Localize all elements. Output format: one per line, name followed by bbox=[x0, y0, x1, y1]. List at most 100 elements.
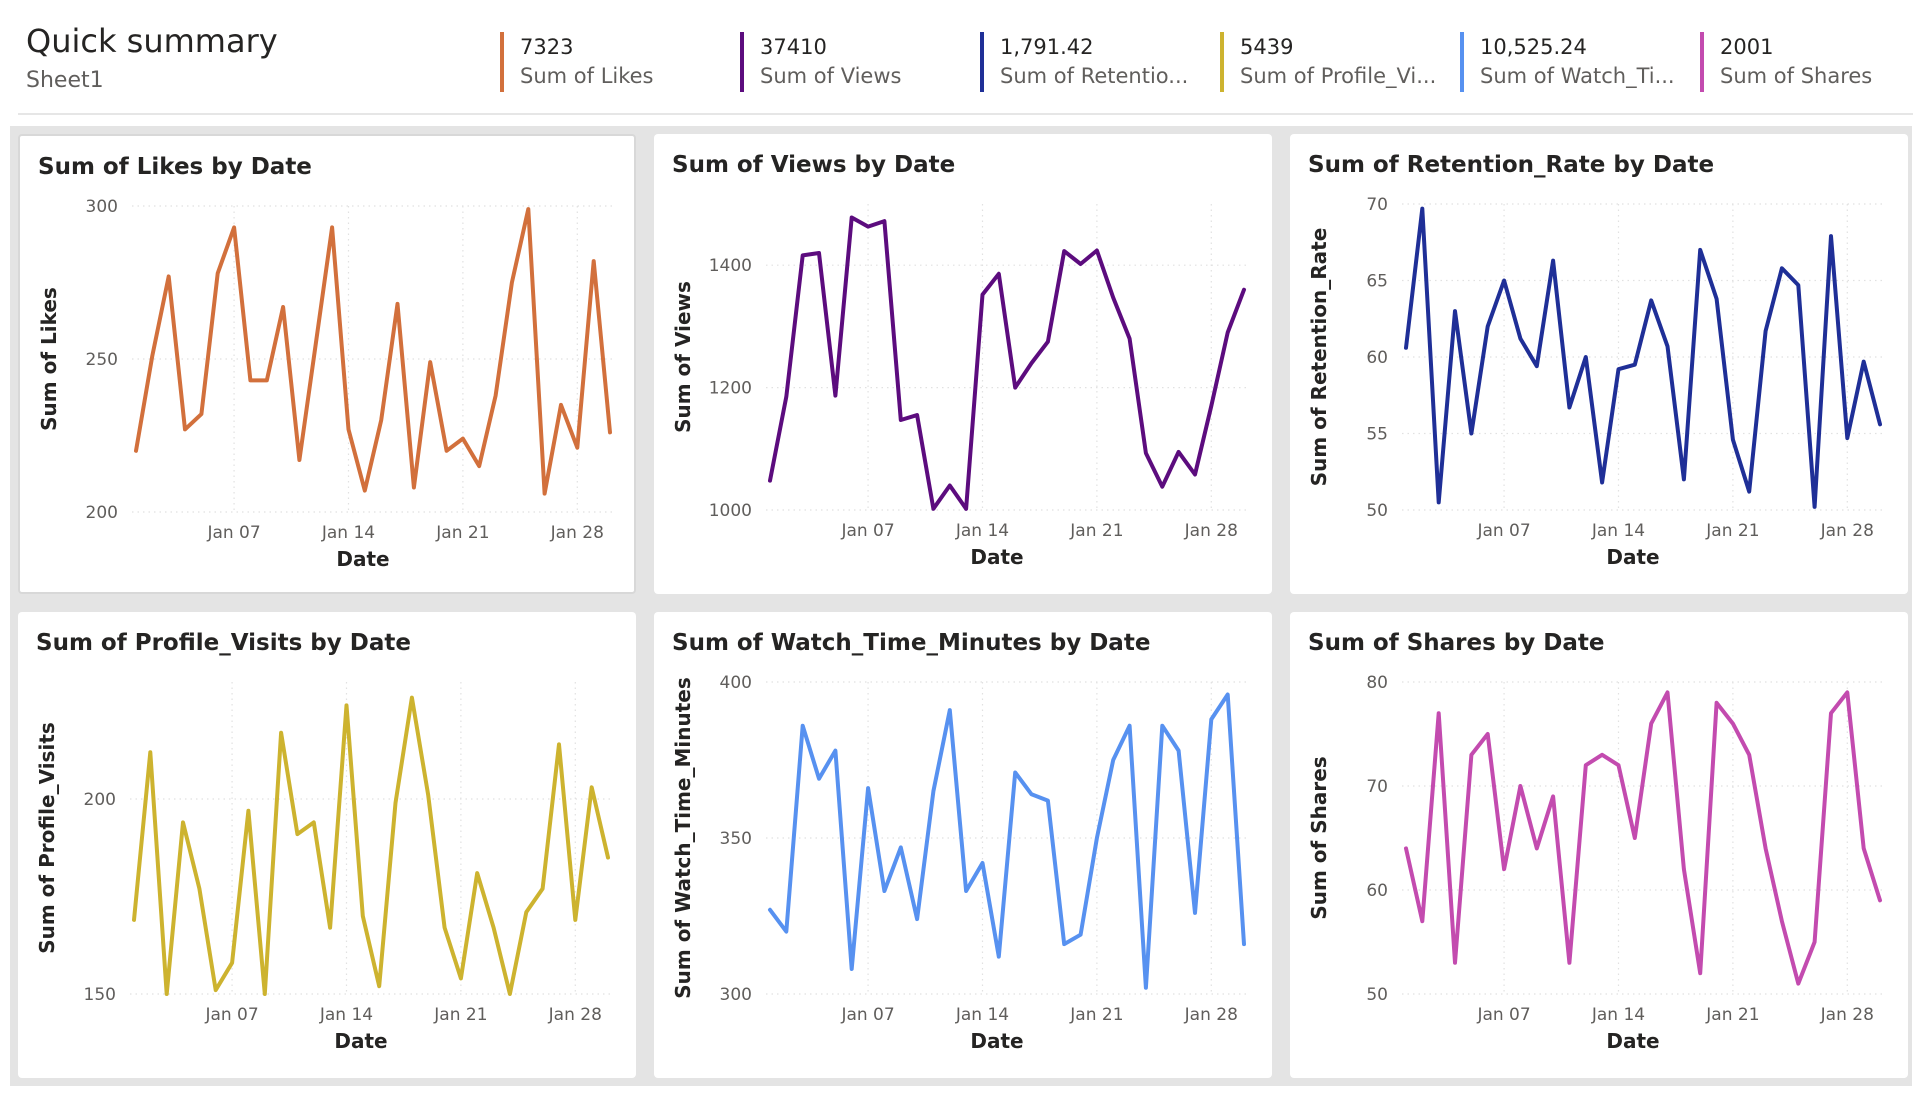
y-tick-label: 50 bbox=[1366, 501, 1388, 521]
kpi-value: 2001 bbox=[1720, 35, 1774, 59]
y-axis-title: Sum of Profile_Visits bbox=[35, 722, 59, 954]
y-tick-label: 250 bbox=[86, 350, 118, 370]
kpi-color-bar bbox=[500, 32, 504, 92]
y-tick-label: 1200 bbox=[709, 379, 752, 399]
chart-tile-views[interactable]: Sum of Views by Date 1000 1200 1400 Jan 07 J… bbox=[654, 134, 1272, 594]
kpi-card-retention[interactable]: 1,791.42 Sum of Retentio... bbox=[980, 32, 1188, 92]
chart-tile-watch-time[interactable]: Sum of Watch_Time_Minutes by Date 300 350… bbox=[654, 612, 1272, 1078]
y-axis-title: Sum of Views bbox=[671, 281, 695, 433]
x-tick-label: Jan 21 bbox=[1069, 1005, 1123, 1025]
kpi-label: Sum of Watch_Ti... bbox=[1480, 64, 1675, 88]
y-tick-label: 200 bbox=[84, 790, 116, 810]
chart-title: Sum of Watch_Time_Minutes by Date bbox=[672, 630, 1151, 656]
series-line bbox=[768, 215, 1246, 511]
x-tick-label: Jan 14 bbox=[955, 521, 1009, 541]
y-tick-label: 1000 bbox=[709, 501, 752, 521]
x-axis-title: Date bbox=[1606, 1029, 1659, 1053]
x-axis-title: Date bbox=[970, 545, 1023, 569]
x-tick-label: Jan 28 bbox=[1820, 521, 1874, 541]
x-axis-title: Date bbox=[1606, 545, 1659, 569]
y-tick-label: 60 bbox=[1366, 881, 1388, 901]
series-line bbox=[1404, 206, 1882, 509]
x-tick-label: Jan 21 bbox=[433, 1005, 487, 1025]
y-tick-label: 70 bbox=[1366, 777, 1388, 797]
series-line bbox=[1404, 690, 1882, 986]
header-divider bbox=[18, 113, 1913, 115]
y-axis-title: Sum of Shares bbox=[1307, 756, 1331, 919]
x-axis-title: Date bbox=[334, 1029, 387, 1053]
x-tick-label: Jan 07 bbox=[840, 521, 894, 541]
kpi-value: 10,525.24 bbox=[1480, 35, 1587, 59]
kpi-value: 37410 bbox=[760, 35, 827, 59]
kpi-card-views[interactable]: 37410 Sum of Views bbox=[740, 32, 901, 92]
x-tick-label: Jan 28 bbox=[550, 523, 604, 543]
y-tick-label: 350 bbox=[720, 829, 752, 849]
y-tick-label: 200 bbox=[86, 503, 118, 523]
y-axis-title: Sum of Watch_Time_Minutes bbox=[671, 677, 695, 999]
chart-title: Sum of Profile_Visits by Date bbox=[36, 630, 411, 656]
likes-line-chart[interactable]: 200 250 300 Jan 07 Jan 14 Jan 21 Jan 28 Date Sum… bbox=[20, 136, 638, 596]
kpi-value: 7323 bbox=[520, 35, 574, 59]
series-line bbox=[134, 207, 612, 496]
kpi-label: Sum of Profile_Vi... bbox=[1240, 64, 1437, 88]
kpi-label: Sum of Views bbox=[760, 64, 902, 88]
profile-visits-line-chart[interactable]: 150 200 Jan 07 Jan 14 Jan 21 Jan 28 Date Sum of… bbox=[18, 612, 636, 1078]
kpi-card-likes[interactable]: 7323 Sum of Likes bbox=[500, 32, 654, 92]
x-tick-label: Jan 21 bbox=[1069, 521, 1123, 541]
y-tick-label: 80 bbox=[1366, 673, 1388, 693]
y-tick-label: 65 bbox=[1366, 272, 1388, 292]
kpi-value: 1,791.42 bbox=[1000, 35, 1094, 59]
kpi-color-bar bbox=[980, 32, 984, 92]
kpi-color-bar bbox=[1220, 32, 1224, 92]
y-tick-label: 50 bbox=[1366, 985, 1388, 1005]
kpi-label: Sum of Likes bbox=[520, 64, 654, 88]
x-tick-label: Jan 14 bbox=[955, 1005, 1009, 1025]
kpi-card-watch-time[interactable]: 10,525.24 Sum of Watch_Ti... bbox=[1460, 32, 1675, 92]
x-tick-label: Jan 07 bbox=[1476, 1005, 1530, 1025]
x-tick-label: Jan 21 bbox=[1705, 521, 1759, 541]
y-tick-label: 60 bbox=[1366, 348, 1388, 368]
chart-title: Sum of Likes by Date bbox=[38, 154, 312, 180]
kpi-card-shares[interactable]: 2001 Sum of Shares bbox=[1700, 32, 1872, 92]
x-tick-label: Jan 07 bbox=[1476, 521, 1530, 541]
kpi-color-bar bbox=[740, 32, 744, 92]
y-tick-label: 1400 bbox=[709, 256, 752, 276]
chart-tile-shares[interactable]: Sum of Shares by Date 50 60 70 80 Jan 07 Jan … bbox=[1290, 612, 1908, 1078]
x-tick-label: Jan 07 bbox=[840, 1005, 894, 1025]
x-tick-label: Jan 21 bbox=[435, 523, 489, 543]
y-tick-label: 300 bbox=[86, 197, 118, 217]
x-tick-label: Jan 07 bbox=[204, 1005, 258, 1025]
kpi-label: Sum of Shares bbox=[1720, 64, 1873, 88]
watch-time-line-chart[interactable]: 300 350 400 Jan 07 Jan 14 Jan 21 Jan 28 Date Sum… bbox=[654, 612, 1272, 1078]
series-line bbox=[768, 692, 1246, 990]
views-line-chart[interactable]: 1000 1200 1400 Jan 07 Jan 14 Jan 21 Jan 28 Date… bbox=[654, 134, 1272, 594]
x-axis-title: Date bbox=[970, 1029, 1023, 1053]
x-tick-label: Jan 21 bbox=[1705, 1005, 1759, 1025]
report-header: Quick summary Sheet1 7323 Sum of Likes 3… bbox=[0, 0, 1920, 112]
y-tick-label: 70 bbox=[1366, 195, 1388, 215]
y-axis-title: Sum of Likes bbox=[37, 287, 61, 431]
chart-tile-likes[interactable]: Sum of Likes by Date 200 250 300 Jan 07 Jan … bbox=[18, 134, 636, 594]
x-tick-label: Jan 14 bbox=[321, 523, 375, 543]
y-axis-title: Sum of Retention_Rate bbox=[1307, 228, 1331, 487]
kpi-value: 5439 bbox=[1240, 35, 1294, 59]
x-tick-label: Jan 07 bbox=[206, 523, 260, 543]
chart-tile-retention[interactable]: Sum of Retention_Rate by Date 50 55 60 65 70… bbox=[1290, 134, 1908, 594]
x-tick-label: Jan 14 bbox=[1591, 521, 1645, 541]
kpi-card-profile-visits[interactable]: 5439 Sum of Profile_Vi... bbox=[1220, 32, 1436, 92]
chart-title: Sum of Shares by Date bbox=[1308, 630, 1605, 656]
page-title: Quick summary bbox=[26, 22, 278, 60]
retention-line-chart[interactable]: 50 55 60 65 70 Jan 07 Jan 14 Jan 21 Jan 28 Date Su… bbox=[1290, 134, 1908, 594]
x-axis-title: Date bbox=[336, 547, 389, 571]
page-subtitle: Sheet1 bbox=[26, 68, 104, 93]
x-tick-label: Jan 14 bbox=[319, 1005, 373, 1025]
y-tick-label: 400 bbox=[720, 673, 752, 693]
chart-title: Sum of Views by Date bbox=[672, 152, 956, 178]
x-tick-label: Jan 14 bbox=[1591, 1005, 1645, 1025]
kpi-color-bar bbox=[1460, 32, 1464, 92]
y-tick-label: 150 bbox=[84, 985, 116, 1005]
kpi-label: Sum of Retentio... bbox=[1000, 64, 1189, 88]
chart-tile-profile-visits[interactable]: Sum of Profile_Visits by Date 150 200 Jan … bbox=[18, 612, 636, 1078]
series-line bbox=[132, 695, 610, 996]
